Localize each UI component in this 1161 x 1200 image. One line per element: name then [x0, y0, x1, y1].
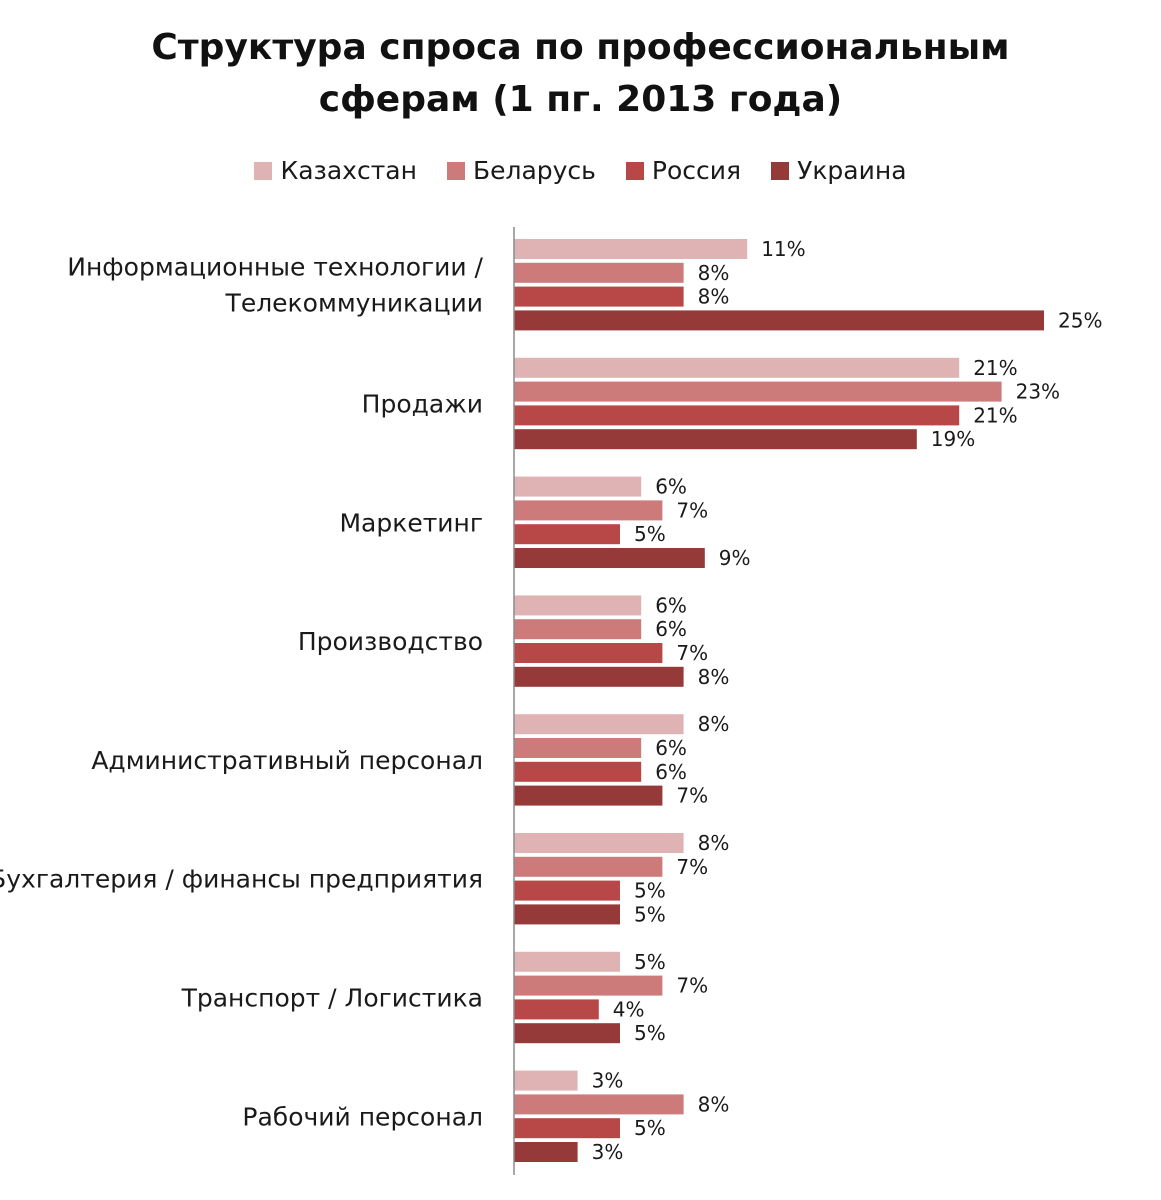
category-label: Бухгалтерия / финансы предприятия [0, 865, 483, 894]
data-label: 7% [676, 498, 708, 522]
data-label: 8% [698, 1092, 730, 1116]
data-label: 6% [655, 593, 687, 617]
legend-label-kazakhstan: Казахстан [280, 156, 417, 185]
data-label: 8% [698, 285, 730, 309]
bar [514, 381, 1002, 402]
bar [514, 548, 705, 568]
data-label: 5% [634, 902, 666, 926]
data-label: 7% [676, 855, 708, 879]
category-label: Телекоммуникации [225, 289, 483, 318]
data-label: 9% [719, 546, 751, 570]
legend-swatch-kazakhstan [254, 161, 273, 180]
category-label: Производство [298, 627, 483, 656]
data-label: 6% [655, 617, 687, 641]
data-label: 5% [634, 1116, 666, 1140]
bar [514, 761, 642, 782]
legend-swatch-russia [625, 161, 644, 180]
bar [514, 595, 642, 616]
bar [514, 738, 642, 758]
bar [514, 666, 684, 687]
data-label: 5% [634, 879, 666, 903]
legend-item-ukraine: Украина [771, 156, 907, 185]
bar [514, 1023, 620, 1044]
data-label: 8% [698, 665, 730, 689]
bar [514, 1142, 578, 1162]
chart-title-line-1: Структура спроса по профессиональным [151, 27, 1010, 68]
bar [514, 833, 684, 853]
bar [514, 500, 663, 521]
data-label: 5% [634, 950, 666, 974]
bar [514, 880, 620, 901]
bar [514, 856, 663, 877]
bar [514, 904, 620, 925]
data-label: 19% [931, 427, 975, 451]
bar [514, 951, 620, 972]
data-label: 25% [1058, 308, 1102, 332]
data-label: 7% [676, 784, 708, 808]
data-label: 8% [698, 831, 730, 855]
data-label: 3% [592, 1140, 624, 1164]
legend-label-belarus: Беларусь [472, 156, 596, 185]
legend-label-russia: Россия [651, 156, 742, 185]
data-label: 3% [592, 1069, 624, 1093]
category-label: Маркетинг [339, 508, 483, 537]
legend-label-ukraine: Украина [797, 156, 907, 185]
data-label: 23% [1016, 380, 1060, 404]
bar [514, 1118, 620, 1139]
data-label: 6% [655, 475, 687, 499]
chart-title: Структура спроса по профессиональным сфе… [0, 22, 1161, 126]
data-label: 7% [676, 641, 708, 665]
legend-item-belarus: Беларусь [446, 156, 596, 185]
bar [514, 714, 684, 735]
bar [514, 643, 663, 663]
bar [514, 524, 620, 545]
chart-legend: Казахстан Беларусь Россия Украина [0, 156, 1161, 185]
category-label: Рабочий персонал [242, 1102, 483, 1131]
category-label: Транспорт / Логистика [181, 984, 483, 1013]
bar [514, 405, 960, 426]
bar [514, 975, 663, 996]
bar [514, 619, 642, 640]
chart-title-line-2: сферам (1 пг. 2013 года) [318, 79, 843, 120]
bar [514, 476, 642, 497]
bar [514, 785, 663, 806]
category-label: Информационные технологии / [67, 253, 483, 282]
data-label: 6% [655, 736, 687, 760]
legend-swatch-belarus [446, 161, 465, 180]
legend-item-kazakhstan: Казахстан [254, 156, 417, 185]
bar [514, 1094, 684, 1115]
data-label: 5% [634, 1021, 666, 1045]
category-label: Продажи [362, 390, 483, 419]
data-label: 8% [698, 261, 730, 285]
bar [514, 1070, 578, 1091]
data-label: 21% [973, 403, 1017, 427]
data-label: 7% [676, 974, 708, 998]
bar [514, 310, 1044, 331]
bar [514, 999, 599, 1020]
bar [514, 239, 748, 259]
bar [514, 429, 917, 450]
category-label: Административный персонал [91, 746, 483, 775]
data-label: 11% [761, 237, 805, 261]
data-label: 8% [698, 712, 730, 736]
legend-swatch-ukraine [771, 161, 790, 180]
legend-item-russia: Россия [625, 156, 742, 185]
bar [514, 262, 684, 283]
data-label: 4% [613, 997, 645, 1021]
data-label: 5% [634, 522, 666, 546]
bar [514, 286, 684, 307]
bar [514, 357, 960, 378]
data-label: 6% [655, 760, 687, 784]
data-label: 21% [973, 356, 1017, 380]
